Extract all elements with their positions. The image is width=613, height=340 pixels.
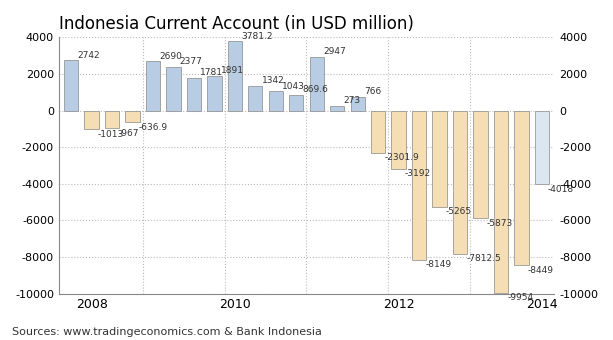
Bar xyxy=(268,91,283,110)
Text: -8149: -8149 xyxy=(425,260,451,269)
Text: -967: -967 xyxy=(118,129,139,138)
Text: -2301.9: -2301.9 xyxy=(384,153,419,162)
Bar xyxy=(146,61,160,110)
Text: -9954: -9954 xyxy=(507,293,533,302)
Text: 1043: 1043 xyxy=(282,82,305,91)
Bar xyxy=(289,95,303,110)
Bar xyxy=(310,56,324,110)
Bar xyxy=(514,110,528,265)
Text: 2377: 2377 xyxy=(180,57,202,67)
Text: -5873: -5873 xyxy=(487,219,513,227)
Bar xyxy=(207,76,221,110)
Text: 1891: 1891 xyxy=(221,66,243,75)
Text: -3192: -3192 xyxy=(405,170,431,178)
Text: Indonesia Current Account (in USD million): Indonesia Current Account (in USD millio… xyxy=(59,15,414,33)
Bar xyxy=(248,86,262,110)
Text: -7812.5: -7812.5 xyxy=(466,254,501,263)
Bar xyxy=(85,110,99,129)
Text: 869.6: 869.6 xyxy=(302,85,329,94)
Bar xyxy=(412,110,426,260)
Bar xyxy=(453,110,467,254)
Bar xyxy=(166,67,181,110)
Text: 2690: 2690 xyxy=(159,52,182,61)
Bar xyxy=(493,110,508,293)
Text: -5265: -5265 xyxy=(446,207,472,217)
Bar xyxy=(535,110,549,184)
Bar xyxy=(126,110,140,122)
Text: 273: 273 xyxy=(343,96,360,105)
Text: -4018: -4018 xyxy=(548,185,574,193)
Bar xyxy=(371,110,386,153)
Bar xyxy=(392,110,406,169)
Bar xyxy=(227,41,242,110)
Bar xyxy=(473,110,487,218)
Text: -8449: -8449 xyxy=(528,266,554,275)
Text: 2742: 2742 xyxy=(77,51,100,60)
Text: 1342: 1342 xyxy=(262,76,284,85)
Text: Sources: www.tradingeconomics.com & Bank Indonesia: Sources: www.tradingeconomics.com & Bank… xyxy=(12,327,322,337)
Text: 2947: 2947 xyxy=(323,47,346,56)
Bar xyxy=(432,110,447,207)
Text: -1013: -1013 xyxy=(97,130,124,139)
Bar xyxy=(351,97,365,110)
Text: -636.9: -636.9 xyxy=(139,123,168,132)
Bar xyxy=(105,110,120,128)
Bar xyxy=(64,61,78,110)
Bar xyxy=(187,78,201,110)
Text: 1781: 1781 xyxy=(200,68,223,78)
Text: 3781.2: 3781.2 xyxy=(241,32,273,41)
Text: 766: 766 xyxy=(364,87,381,96)
Bar xyxy=(330,105,345,111)
